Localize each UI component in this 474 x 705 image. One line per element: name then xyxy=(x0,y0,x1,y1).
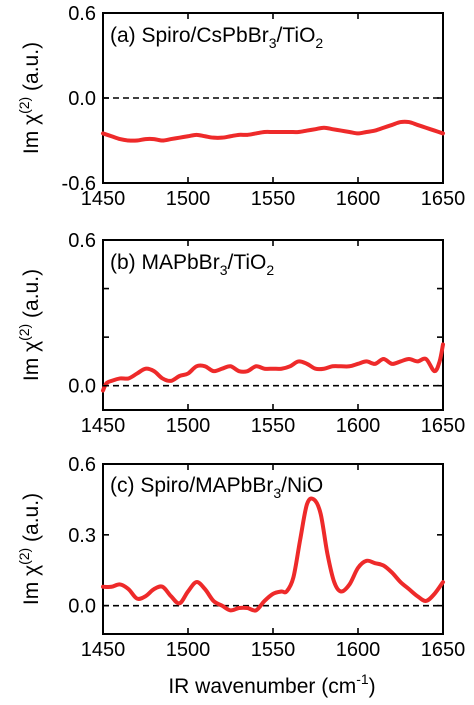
panel-c-series-group xyxy=(101,496,445,613)
panel-c-series-line xyxy=(101,496,445,613)
panel-a: 1450 1500 1550 1600 1650 -0.6 0.0 0.6 (a) Spiro… xyxy=(16,3,465,210)
panel-a-ticks: 1450 1500 1550 1600 1650 -0.6 0.0 0.6 xyxy=(62,3,466,210)
panel-c-ticks: 1450 1500 1550 1600 1650 0.0 0.3 0.6 xyxy=(68,454,465,661)
panel-a-xtick-label: 1450 xyxy=(81,188,126,210)
panel-a-ytick-label: -0.6 xyxy=(62,173,96,195)
panel-a-label: (a) Spiro/CsPbBr3/TiO2 xyxy=(110,24,323,51)
panel-a-ytick-label: 0.6 xyxy=(68,3,96,25)
panel-b-series-group xyxy=(101,342,445,393)
panel-a-xtick-label: 1550 xyxy=(251,188,296,210)
panel-c-xtick-label: 1550 xyxy=(251,639,296,661)
panel-b-xtick-label: 1550 xyxy=(251,415,296,437)
panel-b-xtick-label: 1500 xyxy=(166,415,211,437)
panel-b-label: (b) MAPbBr3/TiO2 xyxy=(110,251,274,278)
panel-a-ytick-label: 0.0 xyxy=(68,88,96,110)
x-axis-label: IR wavenumber (cm-1) xyxy=(168,671,375,698)
panel-c-label: (c) Spiro/MAPbBr3/NiO xyxy=(110,474,323,501)
panel-b-ytick-label: 0.6 xyxy=(68,230,96,252)
panel-c-ytick-label: 0.6 xyxy=(68,454,96,476)
panel-b-ticks: 1450 1500 1550 1600 1650 0.0 0.6 xyxy=(68,230,465,437)
panel-b-ytick-label: 0.0 xyxy=(68,376,96,398)
panel-b-xtick-label: 1450 xyxy=(81,415,126,437)
panel-b: 1450 1500 1550 1600 1650 0.0 0.6 (b) MAPbBr3/T… xyxy=(16,230,465,437)
panel-c-xtick-label: 1500 xyxy=(166,639,211,661)
panel-b-ylabel: Im χ(2) (a.u.) xyxy=(16,269,43,381)
panel-c: 1450 1500 1550 1600 1650 0.0 0.3 0.6 (c) Spiro/… xyxy=(16,454,465,661)
panel-a-xtick-label: 1650 xyxy=(421,188,466,210)
panel-c-xtick-label: 1450 xyxy=(81,639,126,661)
panel-c-ylabel: Im χ(2) (a.u.) xyxy=(16,493,43,605)
panel-a-ylabel: Im χ(2) (a.u.) xyxy=(16,42,43,154)
panel-c-xtick-label: 1650 xyxy=(421,639,466,661)
panel-c-ytick-label: 0.0 xyxy=(68,596,96,618)
panel-c-ytick-label: 0.3 xyxy=(68,525,96,547)
panel-a-series-group xyxy=(101,119,445,143)
panel-a-series-line xyxy=(101,119,445,143)
panel-b-xtick-label: 1600 xyxy=(336,415,381,437)
panel-b-series-line xyxy=(101,342,445,393)
panel-a-xtick-label: 1600 xyxy=(336,188,381,210)
panel-c-xtick-label: 1600 xyxy=(336,639,381,661)
panel-b-xtick-label: 1650 xyxy=(421,415,466,437)
panel-a-xtick-label: 1500 xyxy=(166,188,211,210)
